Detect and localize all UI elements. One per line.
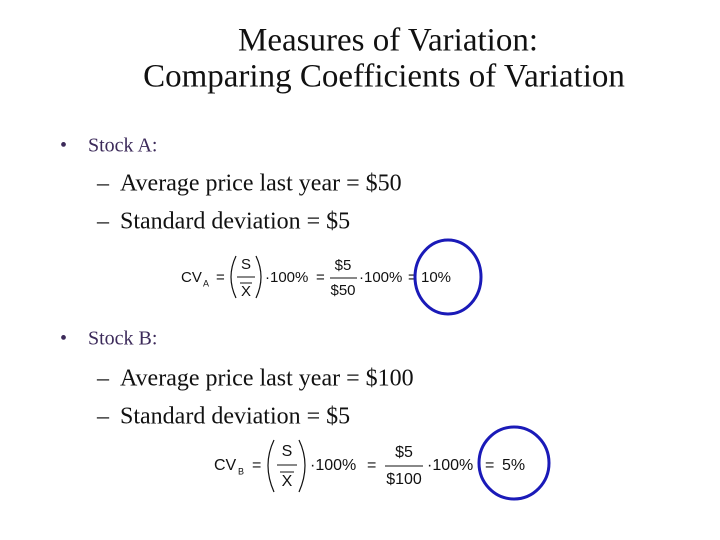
formula-subscript: A	[203, 278, 209, 288]
formula-factor: ·100%	[427, 457, 473, 474]
formula-lhs: CV	[214, 457, 237, 474]
bullet-dot: •	[60, 328, 67, 350]
dash: –	[96, 209, 110, 235]
paren	[230, 255, 237, 299]
dash: –	[96, 404, 110, 430]
highlight-circle	[477, 425, 551, 501]
formula-factor: ·100%	[265, 269, 308, 286]
highlight-circle	[413, 238, 483, 316]
ratio-top: S	[241, 256, 251, 273]
sub-item: Standard deviation = $5	[120, 209, 350, 235]
title-line: Comparing Coefficients of Variation	[143, 59, 625, 95]
sub-item: Average price last year = $100	[120, 366, 414, 392]
formula-factor: ·100%	[310, 457, 356, 474]
formula-equals: =	[367, 457, 376, 474]
ratio-bottom: X	[282, 473, 293, 490]
ratio-top: S	[282, 443, 293, 460]
bullet-dot: •	[60, 135, 67, 157]
paren	[267, 439, 275, 493]
value-top: $5	[335, 257, 352, 274]
formula-equals: =	[252, 457, 261, 474]
formula-factor: ·100%	[359, 269, 402, 286]
formula: CV B = S X ·100% = $5 $100 ·100% = 5%	[214, 425, 551, 501]
formula-result: 10%	[421, 269, 451, 286]
paren	[255, 255, 262, 299]
formula-subscript: B	[238, 466, 244, 476]
title-line: Measures of Variation:	[238, 23, 538, 59]
paren	[298, 439, 306, 493]
formula-equals: =	[216, 269, 225, 286]
formula-equals: =	[408, 269, 417, 286]
bullet-text: Stock A:	[88, 135, 157, 157]
value-bottom: $50	[330, 282, 355, 299]
sub-item: Average price last year = $50	[120, 171, 402, 197]
value-top: $5	[395, 444, 413, 461]
formula-result: 5%	[502, 457, 525, 474]
dash: –	[96, 171, 110, 197]
ratio-bottom: X	[241, 283, 251, 300]
bullet-text: Stock B:	[88, 328, 157, 350]
sub-item: Standard deviation = $5	[120, 404, 350, 430]
formula: CV A = S X ·100% = $5 $50 ·100% = 10%	[181, 238, 483, 316]
value-bottom: $100	[386, 471, 422, 488]
dash: –	[96, 366, 110, 392]
formula-equals: =	[485, 457, 494, 474]
formula-lhs: CV	[181, 269, 202, 286]
formula-equals: =	[316, 269, 325, 286]
